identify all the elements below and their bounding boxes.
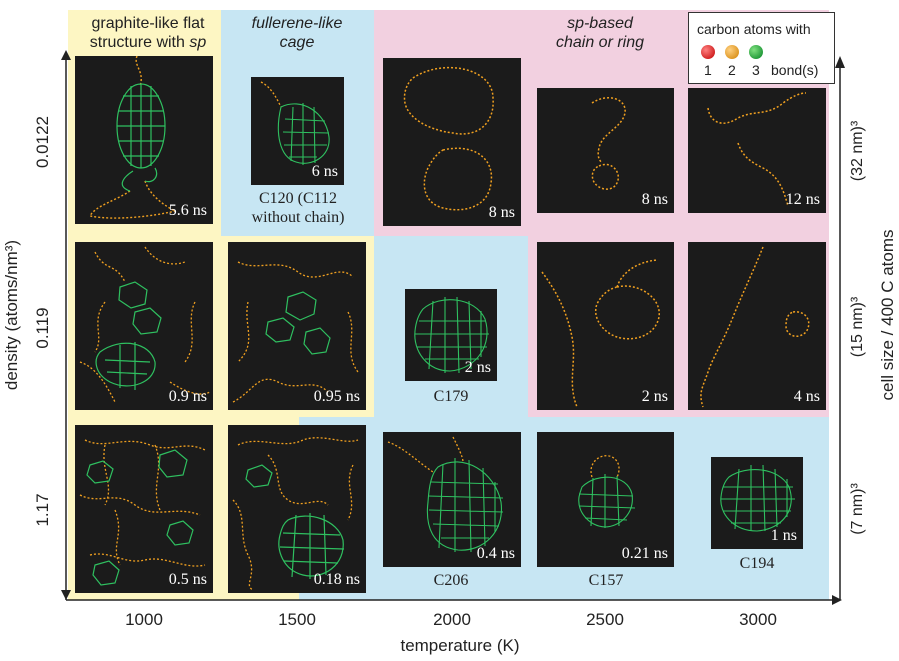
x-tick-2000: 2000 [433,610,471,629]
right-tick-15nm: (15 nm)³ [849,296,866,358]
panel-r1c5-time: 12 ns [785,191,820,208]
sp-chain-region-label: sp-based chain or ring [555,15,645,51]
y-tick-0.0122: 0.0122 [33,116,52,168]
panel-r1c3-time: 8 ns [488,204,515,221]
y-tick-0.119: 0.119 [33,307,52,349]
panel-r2c3: 2 ns [405,289,497,381]
panel-r1c2-time: 6 ns [311,163,338,180]
panel-r3c1-time: 0.5 ns [168,571,207,588]
panel-r1c5: 12 ns [688,88,826,213]
panel-r1c1: 5.6 ns [75,56,213,224]
legend-num-1: 1 [704,62,712,78]
panel-r2c4-time: 2 ns [641,388,668,405]
panel-r1c1-time: 5.6 ns [168,202,207,219]
panel-r3c4: 0.21 ns [537,432,674,567]
panel-r2c2: 0.95 ns [228,242,366,410]
x-tick-3000: 3000 [739,610,777,629]
panel-r2c4: 2 ns [537,242,674,410]
panel-r3c3-caption: C206 [433,572,469,589]
legend-num-3: 3 [752,62,760,78]
bond-legend: carbon atoms with 1 2 3 bond(s) [688,12,835,84]
y-tick-1.17: 1.17 [33,493,52,527]
panel-r3c1: 0.5 ns [75,425,213,593]
legend-suffix: bond(s) [771,62,819,78]
graphite-region-label: graphite-like flat structure with sp [89,15,207,51]
panel-r2c1-time: 0.9 ns [168,388,207,405]
panel-r1c3: 8 ns [383,58,521,226]
right-tick-7nm: (7 nm)³ [849,483,866,535]
panel-r1c2-caption2: without chain) [251,209,345,226]
panel-r2c5-time: 4 ns [793,388,820,405]
legend-num-2: 2 [728,62,736,78]
x-tick-1000: 1000 [125,610,163,629]
panel-r3c5-caption: C194 [739,555,775,572]
legend-dot-2 [725,45,739,59]
panel-r1c4-time: 8 ns [641,191,668,208]
panel-r1c2-caption: C120 (C112 [258,190,338,207]
x-tick-2500: 2500 [586,610,624,629]
panel-r1c4: 8 ns [537,88,674,213]
panel-r3c5: 1 ns [711,457,803,549]
x-tick-1500: 1500 [278,610,316,629]
panel-r3c2: 0.18 ns [228,425,366,593]
panel-r2c2-time: 0.95 ns [313,388,360,405]
legend-dot-1 [701,45,715,59]
legend-title: carbon atoms with [697,21,811,37]
panel-r3c2-time: 0.18 ns [313,571,360,588]
panel-r3c4-time: 0.21 ns [621,545,668,562]
fullerene-region-label: fullerene-like cage [251,15,343,51]
panel-r3c3-time: 0.4 ns [476,545,515,562]
x-axis-label: temperature (K) [400,636,520,655]
panel-r2c5: 4 ns [688,242,826,410]
panel-r2c1: 0.9 ns [75,242,213,410]
panel-r3c5-time: 1 ns [770,527,797,544]
y-axis-label: density (atoms/nm³) [2,239,21,391]
panel-r1c2: 6 ns [251,77,344,185]
right-tick-32nm: (32 nm)³ [849,120,866,182]
panel-r2c3-time: 2 ns [464,359,491,376]
panel-r2c3-caption: C179 [433,388,469,405]
panel-r3c4-caption: C157 [588,572,624,589]
panel-r3c3: 0.4 ns [383,432,521,567]
legend-dot-3 [749,45,763,59]
right-axis-label: cell size / 400 C atoms [878,229,897,401]
